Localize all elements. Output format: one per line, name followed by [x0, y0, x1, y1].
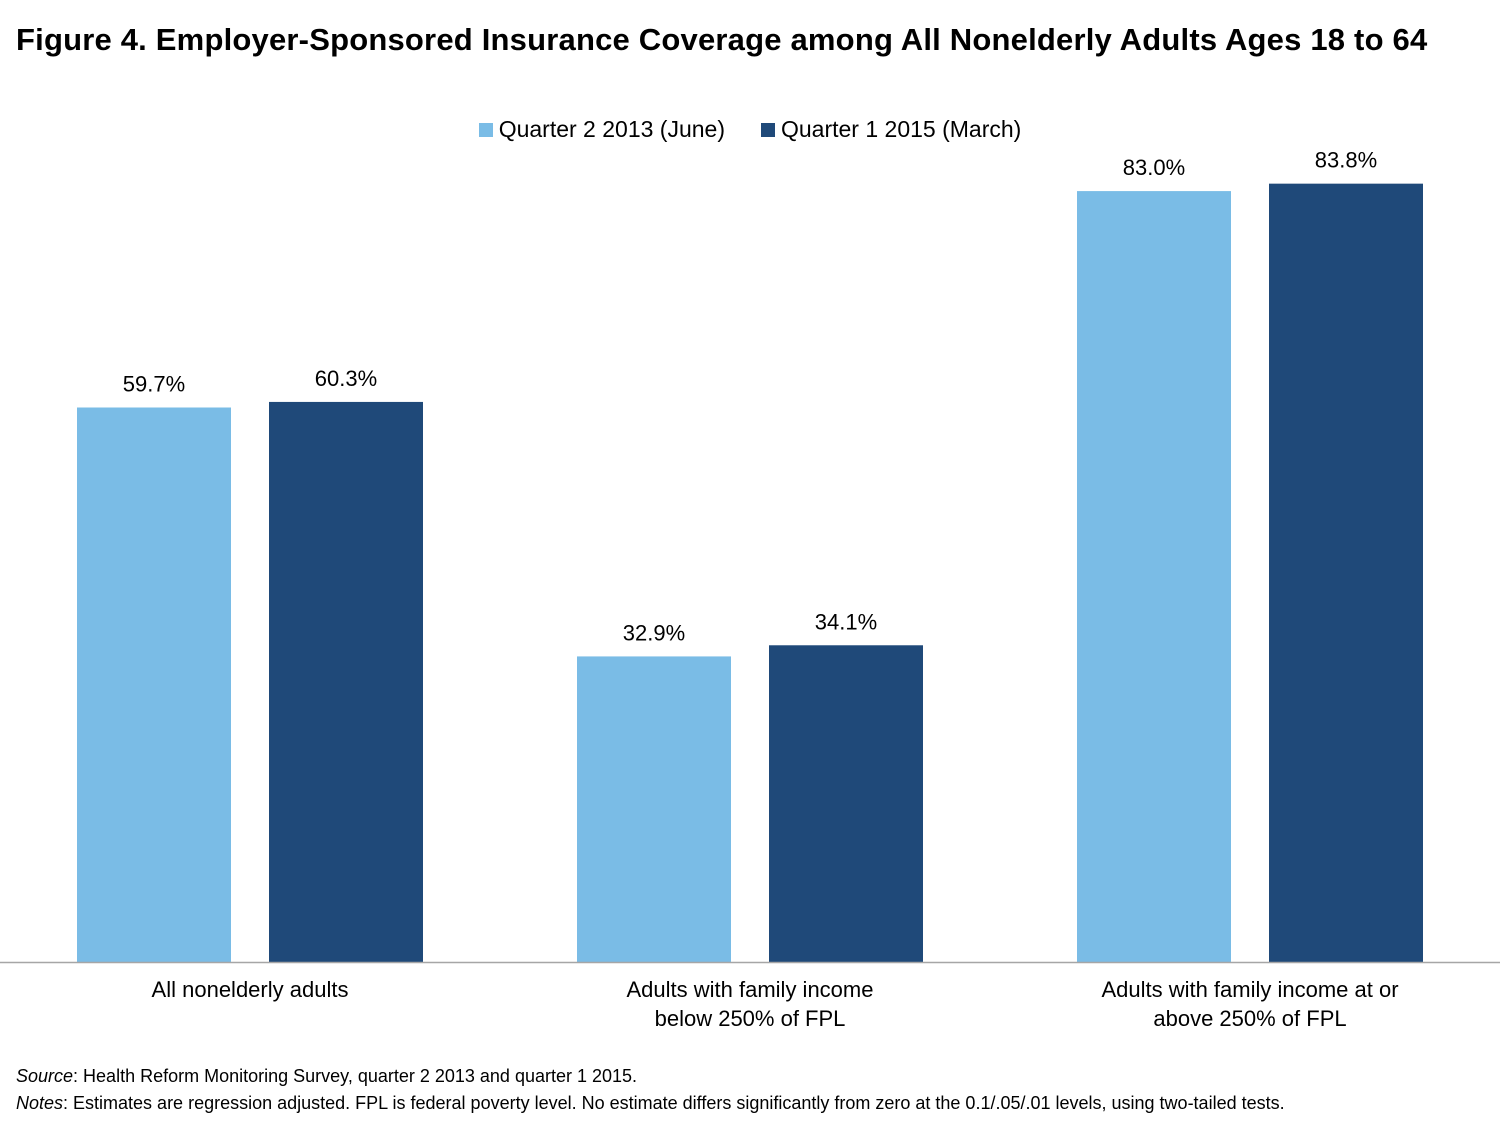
- legend-label-series-1: Quarter 2 2013 (June): [498, 116, 725, 142]
- bar-series-1-cat-3: [1077, 191, 1231, 963]
- category-label-2-line-1: Adults with family income: [627, 977, 874, 1002]
- data-label-series-1-cat-3: 83.0%: [1123, 155, 1185, 180]
- bar-series-1-cat-1: [77, 407, 231, 962]
- bar-series-2-cat-1: [269, 401, 423, 962]
- category-label-1-line-1: All nonelderly adults: [152, 977, 349, 1002]
- notes-lead: Notes: [16, 1093, 64, 1113]
- source-text: : Health Reform Monitoring Survey, quart…: [73, 1066, 638, 1086]
- data-label-series-2-cat-3: 83.8%: [1315, 148, 1377, 173]
- legend-swatch-series-1: [478, 122, 493, 137]
- category-label-3-line-1: Adults with family income at or: [1101, 977, 1398, 1002]
- data-label-series-2-cat-2: 34.1%: [815, 609, 877, 634]
- legend-item-series-2: Quarter 1 2015 (March): [760, 116, 1022, 143]
- legend: Quarter 2 2013 (June) Quarter 1 2015 (Ma…: [0, 116, 1500, 143]
- notes-note: Notes: Estimates are regression adjusted…: [16, 1093, 1486, 1114]
- legend-item-series-1: Quarter 2 2013 (June): [478, 116, 725, 143]
- notes-text: : Estimates are regression adjusted. FPL…: [63, 1093, 1285, 1113]
- bar-series-2-cat-3: [1269, 183, 1423, 963]
- data-label-series-2-cat-1: 60.3%: [315, 366, 377, 391]
- chart-title: Figure 4. Employer-Sponsored Insurance C…: [16, 22, 1428, 57]
- legend-label-series-2: Quarter 1 2015 (March): [780, 116, 1022, 142]
- data-label-series-1-cat-2: 32.9%: [623, 620, 685, 645]
- bar-series-1-cat-2: [577, 656, 731, 962]
- source-lead: Source: [16, 1066, 74, 1086]
- legend-swatch-series-2: [760, 122, 775, 137]
- bar-series-2-cat-2: [769, 645, 923, 962]
- data-label-series-1-cat-1: 59.7%: [123, 371, 185, 396]
- category-label-2-line-2: below 250% of FPL: [655, 1006, 846, 1031]
- source-note: Source: Health Reform Monitoring Survey,…: [16, 1066, 1486, 1087]
- category-label-3-line-2: above 250% of FPL: [1153, 1006, 1346, 1031]
